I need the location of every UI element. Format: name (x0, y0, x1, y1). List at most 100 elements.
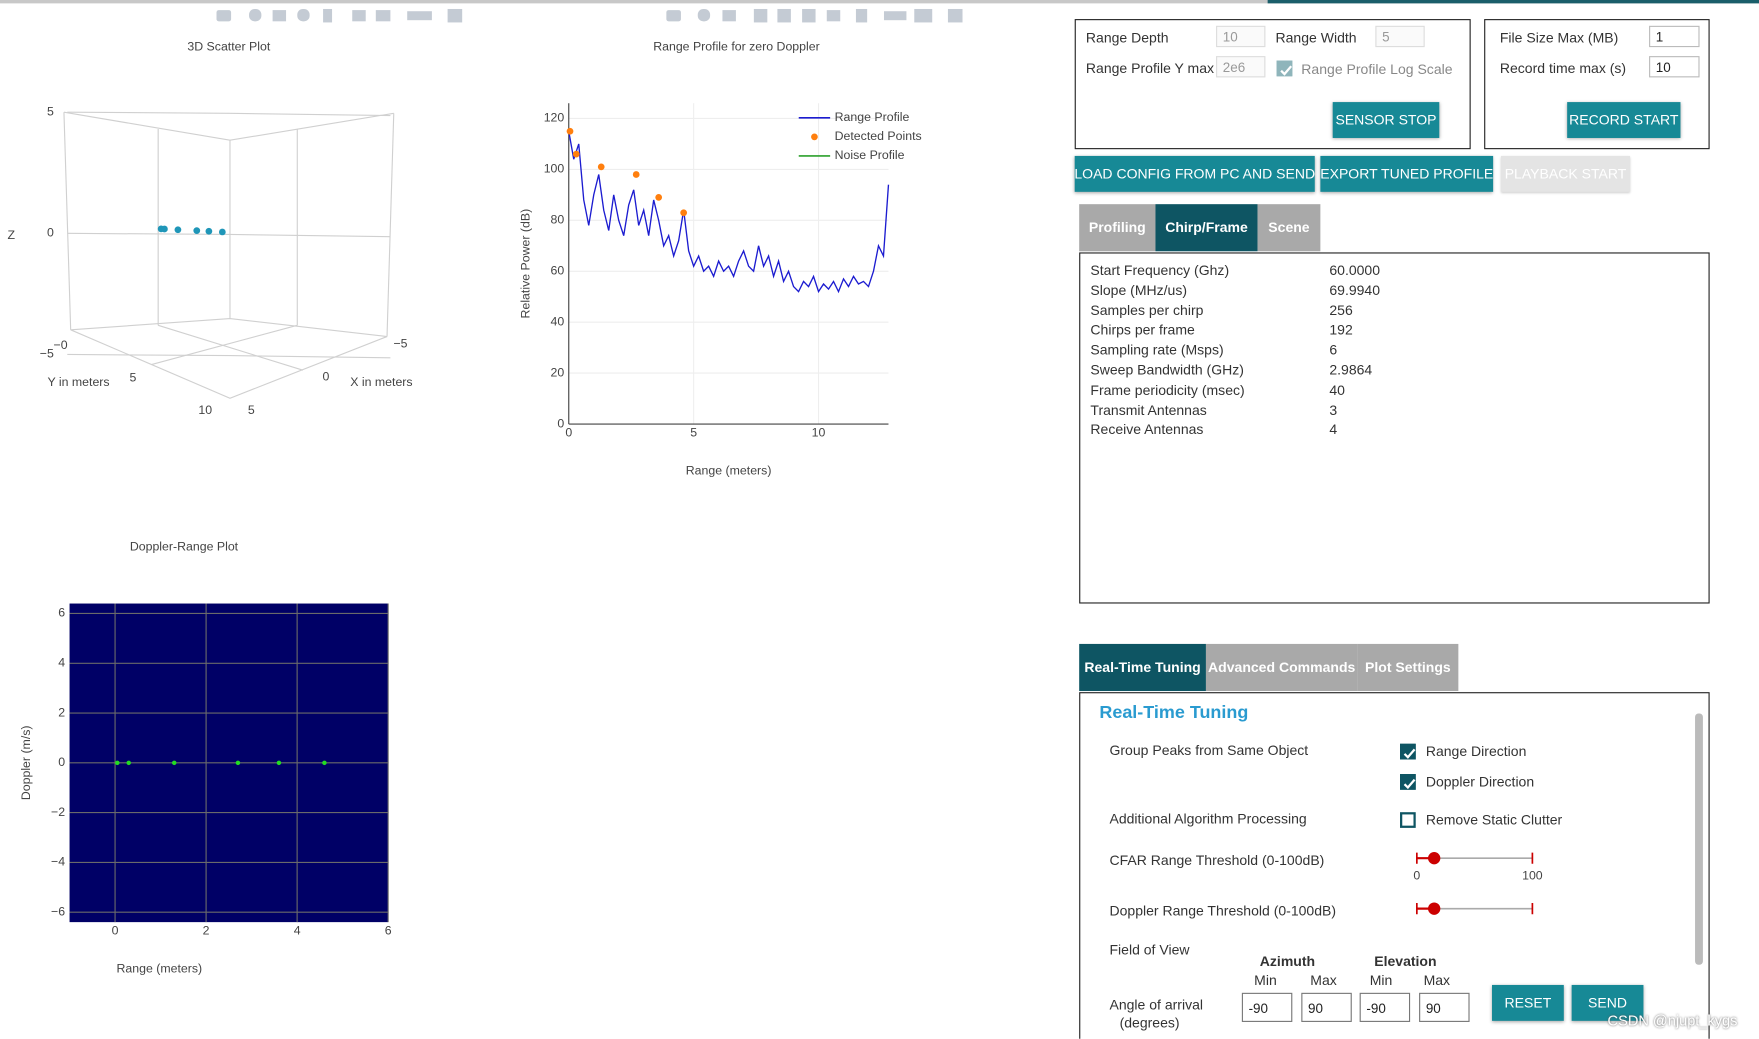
y-tick-label: 10 (198, 403, 212, 417)
y-tick-label: −2 (51, 805, 65, 819)
x-axis-title: X in meters (350, 375, 412, 389)
table-key: Sampling rate (Msps) (1090, 342, 1224, 359)
y-tick-label: 60 (551, 264, 565, 278)
legend-label: Noise Profile (835, 148, 905, 162)
tab[interactable]: Real-Time Tuning (1079, 643, 1206, 692)
z-tick-label: −5 (40, 347, 54, 361)
label: Angle of arrival (1109, 997, 1204, 1013)
button[interactable]: LOAD CONFIG FROM PC AND SEND (1074, 155, 1315, 192)
chart-title: 3D Scatter Plot (187, 39, 270, 53)
button[interactable]: SEND (1571, 984, 1644, 1021)
table-key: Chirps per frame (1090, 322, 1195, 339)
x-axis-title: Range (meters) (686, 463, 772, 477)
button[interactable]: RECORD START (1567, 102, 1681, 138)
button[interactable]: SENSOR STOP (1332, 102, 1440, 138)
x-axis-title: Range (meters) (116, 961, 202, 975)
button[interactable]: RESET (1492, 984, 1564, 1021)
label: Doppler Range Threshold (0-100dB) (1109, 903, 1337, 919)
input[interactable]: 90 (1301, 992, 1352, 1022)
group-label: Azimuth (1259, 953, 1316, 970)
record-box (1484, 19, 1710, 150)
y-tick-label: −4 (51, 855, 65, 869)
config-table (1079, 252, 1710, 604)
y-tick-label: −0 (54, 338, 68, 352)
label: Range Depth (1085, 30, 1169, 46)
slider-knob[interactable] (1428, 852, 1441, 865)
point (572, 150, 580, 158)
input[interactable]: 10 (1216, 25, 1266, 48)
label: Range Width (1275, 30, 1357, 46)
checkbox[interactable] (1400, 743, 1416, 760)
label: Doppler Direction (1425, 774, 1535, 790)
label: File Size Max (MB) (1499, 30, 1619, 46)
point (193, 227, 201, 235)
label: Max (1423, 972, 1451, 989)
toolbar (216, 8, 963, 23)
y-axis-title: Y in meters (47, 375, 109, 389)
label: Record time max (s) (1499, 60, 1627, 77)
label: Max (1310, 972, 1337, 989)
checkbox[interactable] (1400, 774, 1416, 790)
y-tick-label: 0 (58, 755, 65, 769)
x-tick-label: 2 (203, 923, 210, 937)
x-tick-label: 0 (112, 923, 119, 937)
x-tick-label: 10 (812, 425, 826, 439)
chart-title: Range Profile for zero Doppler (653, 39, 820, 53)
input[interactable]: 5 (1375, 25, 1425, 48)
point (655, 194, 663, 201)
grid-line (67, 111, 391, 117)
input[interactable]: -90 (1241, 992, 1293, 1022)
table-value: 6 (1329, 342, 1338, 359)
y-tick-label: 5 (130, 370, 137, 384)
table-value: 4 (1329, 422, 1338, 438)
y-tick-label: 0 (557, 416, 564, 430)
point (235, 760, 241, 766)
legend-swatch (811, 133, 818, 141)
z-tick-label: 0 (47, 226, 54, 240)
table-key: Start Frequency (Ghz) (1090, 262, 1230, 279)
button[interactable]: PLAYBACK START (1500, 155, 1630, 192)
input[interactable]: 1 (1649, 25, 1700, 48)
y-tick-label: 4 (58, 656, 65, 670)
x-tick-label: −5 (393, 337, 407, 351)
tab[interactable]: Scene (1257, 204, 1321, 252)
point (115, 760, 120, 766)
input[interactable]: 10 (1649, 56, 1700, 78)
label: Range Profile Log Scale (1301, 61, 1453, 78)
tab[interactable]: Profiling (1079, 204, 1156, 252)
tab[interactable]: Chirp/Frame (1155, 204, 1258, 252)
checkbox[interactable] (1276, 60, 1293, 77)
chart-title: Doppler-Range Plot (130, 540, 239, 554)
slider-knob[interactable] (1428, 902, 1441, 915)
plots: 3D Scatter Plot −5 0 5 −5 0 5 −0 5 10 X in meters Y… (7, 8, 963, 975)
label: Remove Static Clutter (1425, 812, 1563, 828)
table-key: Slope (MHz/us) (1090, 282, 1188, 299)
label: Min (1254, 972, 1277, 989)
input[interactable]: 90 (1419, 992, 1470, 1022)
table-key: Transmit Antennas (1090, 402, 1207, 418)
table-value: 2.9864 (1329, 362, 1373, 379)
checkbox[interactable] (1400, 812, 1416, 828)
scrollbar[interactable] (1695, 713, 1703, 965)
point (632, 171, 640, 178)
button[interactable]: EXPORT TUNED PROFILE (1320, 155, 1493, 192)
tab[interactable]: Advanced Commands (1205, 643, 1358, 692)
tuning-panel (1079, 692, 1710, 1039)
input[interactable]: 2e6 (1216, 56, 1266, 78)
label: Field of View (1109, 942, 1190, 959)
table-value: 60.0000 (1329, 262, 1381, 279)
label: Additional Algorithm Processing (1109, 811, 1307, 827)
point (161, 225, 168, 233)
z-axis-title: Z (7, 228, 15, 242)
x-tick-label: 0 (565, 425, 572, 439)
input[interactable]: -90 (1359, 992, 1411, 1022)
tab[interactable]: Plot Settings (1357, 643, 1459, 692)
x-tick-label: 4 (294, 923, 301, 937)
label: Range Direction (1425, 743, 1527, 760)
label: CFAR Range Threshold (0-100dB) (1109, 852, 1325, 869)
table-key: Receive Antennas (1090, 422, 1204, 438)
x-tick-label: 0 (322, 370, 329, 384)
label: Group Peaks from Same Object (1109, 742, 1309, 759)
point (276, 760, 282, 766)
